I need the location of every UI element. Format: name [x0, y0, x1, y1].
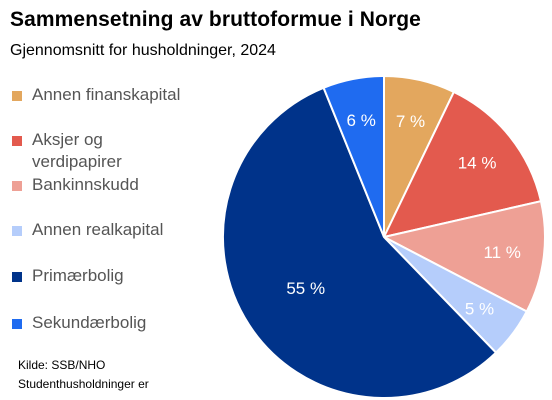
pie-label-primaerbolig: 55 %: [286, 279, 325, 298]
legend-label: Sekundærbolig: [32, 313, 147, 332]
pie-label-sekundaerbolig: 6 %: [347, 111, 376, 130]
pie-slices: [221, 74, 546, 399]
legend-item-sekundaerbolig: Sekundærbolig: [12, 312, 192, 334]
legend-label: Annen finanskapital: [32, 85, 181, 104]
pie-slice-aksjer-og-verdipapirer: [382, 90, 543, 239]
source-line-1: Kilde: SSB/NHO: [18, 358, 106, 372]
source-line-2: Studenthusholdninger er: [18, 377, 149, 391]
legend-label: Bankinnskudd: [32, 175, 139, 194]
chart-subtitle: Gjennomsnitt for husholdninger, 2024: [10, 42, 276, 59]
chart-title: Sammensetning av bruttoformue i Norge: [10, 8, 421, 31]
pie-slice-primaerbolig: [221, 86, 498, 399]
legend-item-annen-finanskapital: Annen finanskapital: [12, 84, 192, 106]
legend-item-primaerbolig: Primærbolig: [12, 265, 192, 287]
legend-item-bankinnskudd: Bankinnskudd: [12, 174, 192, 196]
legend-item-aksjer-og-verdipapirer: Aksjer og verdipapirer: [12, 129, 192, 173]
pie-label-annen-realkapital: 5 %: [465, 299, 494, 318]
pie-label-aksjer-og-verdipapirer: 14 %: [458, 154, 497, 173]
legend-swatch: [12, 319, 22, 329]
legend-item-annen-realkapital: Annen realkapital: [12, 219, 192, 241]
legend-swatch: [12, 226, 22, 236]
pie-slice-bankinnskudd: [381, 199, 546, 313]
pie-labels: 7 % 14 % 11 % 5 % 55 % 6 %: [286, 111, 521, 318]
pie-label-bankinnskudd: 11 %: [483, 243, 521, 262]
legend-swatch: [12, 136, 22, 146]
legend-label: Annen realkapital: [32, 220, 164, 239]
source-note: Kilde: SSB/NHO Studenthusholdninger er: [18, 356, 218, 394]
legend-swatch: [12, 272, 22, 282]
pie-slice-sekundaerbolig: [322, 74, 385, 238]
legend: Annen finanskapital Aksjer og verdipapir…: [12, 0, 212, 340]
legend-label: Aksjer og verdipapirer: [32, 130, 122, 171]
legend-swatch: [12, 181, 22, 191]
legend-swatch: [12, 91, 22, 101]
legend-label: Primærbolig: [32, 266, 124, 285]
pie-label-annen-finanskapital: 7 %: [396, 112, 425, 131]
